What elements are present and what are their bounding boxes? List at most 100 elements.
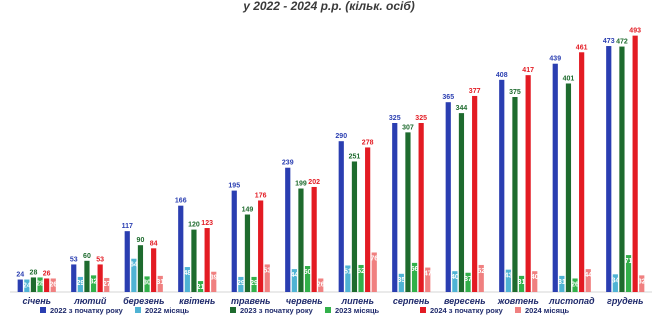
bar [398, 273, 404, 292]
data-label: 44 [584, 272, 592, 279]
category-label: травень [231, 296, 271, 306]
bar [365, 147, 371, 292]
category-label: червень [286, 296, 323, 306]
bar [244, 214, 251, 292]
data-label: 473 [603, 38, 615, 45]
data-label: 365 [442, 94, 454, 101]
category-group: 408 43 375 31 417 40 жовтень [496, 67, 539, 306]
bar [50, 278, 56, 292]
bar [525, 75, 531, 292]
data-label: 325 [389, 115, 401, 122]
category-group: 195 29 149 29 176 53 травень [228, 183, 271, 306]
data-label: 401 [563, 75, 575, 82]
bar [411, 262, 418, 292]
bar [97, 264, 103, 292]
data-label: 166 [175, 198, 187, 205]
bar [197, 281, 204, 292]
legend-item: 2022 місяць [135, 306, 190, 315]
data-label: 48 [183, 270, 191, 277]
bar [472, 95, 478, 293]
legend-swatch [230, 307, 236, 313]
data-label: 24 [23, 283, 31, 290]
category-group: 365 40 344 37 377 52 вересень [442, 88, 485, 306]
data-label: 493 [629, 28, 641, 35]
category-label: липень [341, 296, 374, 306]
data-label: 31 [156, 279, 164, 286]
bar [345, 265, 351, 292]
data-label: 239 [282, 160, 294, 167]
data-label: 84 [150, 240, 158, 247]
bar [258, 200, 264, 292]
category-group: 166 48 120 21 123 39 квітень [175, 198, 218, 306]
data-label: 60 [83, 253, 91, 260]
data-label: 47 [424, 271, 432, 278]
category-label: квітень [179, 296, 215, 306]
bar [251, 276, 257, 292]
legend-label: 2022 місяць [145, 306, 190, 315]
legend-label: 2024 з початку року [430, 306, 504, 315]
data-label: 37 [464, 276, 472, 283]
bar [405, 132, 411, 292]
bar [639, 275, 645, 292]
bar [452, 271, 458, 292]
category-group: 117 64 90 30 84 31 березень [122, 223, 165, 306]
bar [184, 267, 190, 292]
data-label: 32 [90, 278, 98, 285]
data-label: 202 [308, 179, 320, 186]
legend-swatch [420, 307, 426, 313]
category-group: 24 24 28 28 26 26 січень [16, 269, 57, 306]
bar [465, 272, 471, 292]
data-label: 39 [210, 275, 218, 282]
data-label: 53 [96, 256, 104, 263]
bar [632, 35, 638, 292]
bar [131, 258, 137, 292]
data-label: 120 [188, 222, 200, 229]
bar [625, 255, 632, 292]
chart-title: у 2022 - 2024 р.р. (кільк. осіб) [242, 0, 415, 13]
bar [124, 231, 130, 292]
legend: 2022 з початку року 2022 місяць 2023 з поч… [40, 306, 570, 315]
data-label: 417 [522, 67, 534, 74]
data-label: 251 [349, 153, 361, 160]
data-label: 325 [415, 115, 427, 122]
bar [231, 190, 237, 292]
data-label: 176 [255, 192, 267, 199]
data-label: 24 [16, 272, 24, 279]
data-label: 377 [469, 88, 481, 95]
bar [304, 266, 311, 292]
bar [572, 278, 578, 292]
data-label: 117 [122, 223, 133, 230]
bar [71, 264, 77, 292]
data-label: 76 [370, 255, 378, 262]
bar [478, 264, 484, 292]
data-label: 52 [477, 268, 485, 275]
data-label: 26 [43, 270, 51, 277]
data-label: 199 [295, 181, 307, 188]
data-label: 26 [49, 281, 57, 288]
data-label: 32 [638, 278, 646, 285]
data-label: 40 [531, 274, 539, 281]
bar [137, 245, 144, 292]
bar [458, 113, 465, 293]
bar [90, 275, 97, 292]
data-label: 29 [237, 280, 245, 287]
legend-swatch [135, 307, 141, 313]
legend-item: 2024 з початку року [420, 306, 504, 315]
data-label: 195 [228, 183, 240, 190]
bar [565, 83, 572, 292]
bar [77, 276, 83, 292]
data-label: 472 [616, 39, 628, 46]
data-label: 64 [130, 262, 138, 269]
bar [285, 167, 291, 292]
category-group: 53 29 60 32 53 27 лютий [70, 253, 111, 306]
bar [392, 123, 398, 292]
data-label: 52 [357, 268, 365, 275]
data-label: 21 [197, 284, 205, 291]
bar [351, 161, 358, 292]
data-label: 27 [103, 281, 111, 288]
data-label: 439 [549, 56, 561, 63]
category-label: вересень [444, 296, 486, 306]
data-label: 43 [504, 273, 512, 280]
category-label: лютий [73, 296, 107, 306]
